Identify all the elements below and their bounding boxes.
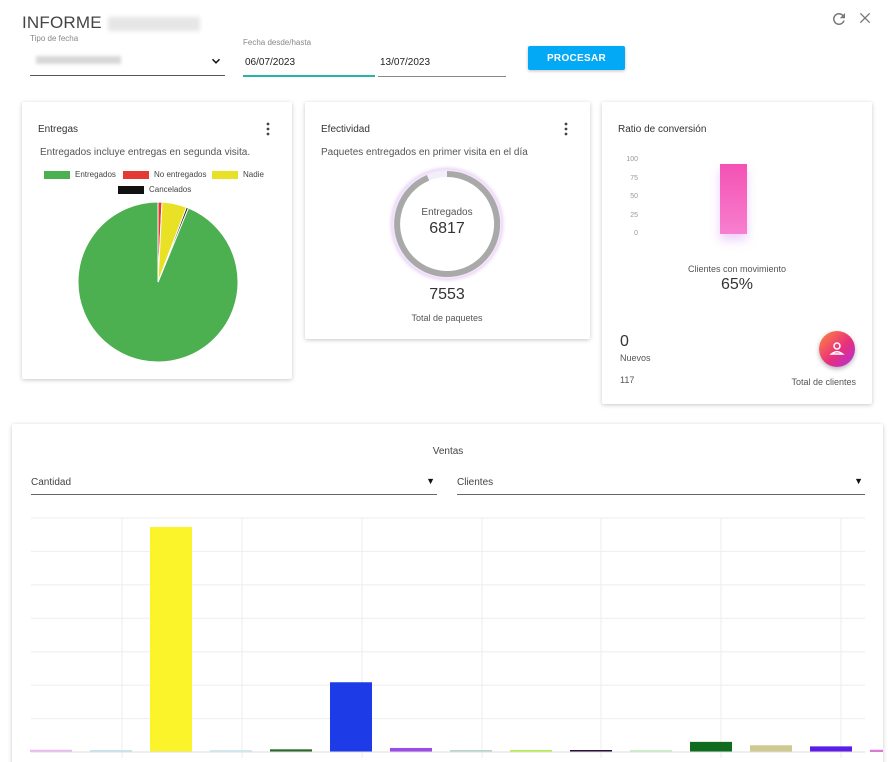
ventas-metric-select[interactable]: Cantidad ▼ bbox=[31, 471, 437, 495]
legend-swatch-cancelados bbox=[118, 185, 144, 194]
ventas-bar[interactable] bbox=[30, 749, 72, 752]
legend-item-entregados[interactable]: Entregados bbox=[44, 170, 116, 179]
more-vert-icon[interactable] bbox=[560, 122, 572, 136]
redacted-title bbox=[107, 16, 200, 31]
refresh-icon[interactable] bbox=[830, 10, 848, 28]
tipo-fecha-value bbox=[36, 56, 121, 64]
efectividad-title: Efectividad bbox=[321, 124, 370, 135]
efectividad-card: Efectividad Paquetes entregados en prime… bbox=[305, 102, 590, 339]
efectividad-ring bbox=[387, 164, 507, 284]
ventas-bar[interactable] bbox=[150, 527, 192, 752]
entregas-pie-chart bbox=[77, 201, 239, 363]
ventas-bar[interactable] bbox=[90, 750, 132, 752]
chevron-down-icon bbox=[211, 58, 221, 64]
ring-label: Entregados bbox=[421, 207, 473, 218]
person-icon bbox=[829, 342, 845, 355]
nuevos-label: Nuevos bbox=[620, 353, 651, 363]
ventas-bar[interactable] bbox=[570, 750, 612, 752]
y-tick-label: 50 bbox=[630, 193, 638, 200]
ventas-bar[interactable] bbox=[750, 745, 792, 752]
ventas-bar[interactable] bbox=[810, 746, 852, 752]
ventas-title: Ventas bbox=[432, 446, 464, 457]
fecha-label: Fecha desde/hasta bbox=[243, 38, 312, 47]
caret-down-icon: ▼ bbox=[854, 476, 863, 486]
ventas-bar-chart bbox=[30, 517, 883, 758]
ventas-bar[interactable] bbox=[690, 741, 732, 752]
total-clientes-value: 117 bbox=[620, 375, 635, 385]
ventas-metric-value: Cantidad bbox=[31, 477, 72, 488]
nuevos-value: 0 bbox=[620, 333, 629, 350]
fecha-hasta-input[interactable]: 13/07/2023 bbox=[378, 48, 506, 77]
legend-item-no-entregados[interactable]: No entregados bbox=[123, 170, 206, 179]
fecha-desde-input[interactable]: 06/07/2023 bbox=[243, 48, 375, 77]
procesar-button[interactable]: PROCESAR bbox=[528, 46, 625, 70]
more-vert-icon[interactable] bbox=[262, 122, 274, 136]
ventas-bar[interactable] bbox=[510, 750, 552, 752]
y-tick-label: 100 bbox=[626, 156, 638, 163]
ventas-bar[interactable] bbox=[270, 749, 312, 752]
legend-label: No entregados bbox=[154, 170, 207, 179]
page-title-text: INFORME bbox=[22, 13, 102, 32]
page-title: INFORME bbox=[22, 13, 200, 33]
legend-label: Cancelados bbox=[149, 185, 192, 194]
conversion-percent: 65% bbox=[720, 276, 754, 293]
entregas-subtitle: Entregados incluye entregas en segunda v… bbox=[40, 147, 251, 158]
top-bar: INFORME bbox=[0, 0, 888, 40]
legend-item-cancelados[interactable]: Cancelados bbox=[118, 185, 191, 194]
fecha-desde-value: 06/07/2023 bbox=[245, 57, 296, 68]
fecha-hasta-value: 13/07/2023 bbox=[380, 57, 431, 68]
entregas-title: Entregas bbox=[38, 124, 79, 135]
caret-down-icon: ▼ bbox=[426, 476, 435, 486]
legend-item-nadie[interactable]: Nadie bbox=[212, 170, 264, 179]
pie-slice-cancelados[interactable] bbox=[157, 206, 190, 283]
ventas-group-select[interactable]: Clientes ▼ bbox=[457, 471, 865, 495]
y-tick-label: 75 bbox=[630, 174, 638, 182]
efectividad-subtitle: Paquetes entregados en primer visita en … bbox=[321, 147, 528, 158]
legend-swatch-nadie bbox=[212, 170, 238, 179]
ring-value: 6817 bbox=[429, 220, 465, 237]
y-tick-label: 0 bbox=[634, 230, 638, 237]
total-paquetes-value: 7553 bbox=[429, 286, 465, 303]
conversion-bar bbox=[720, 163, 747, 234]
ventas-bar[interactable] bbox=[630, 750, 672, 752]
legend-label: Entregados bbox=[75, 170, 116, 179]
tipo-fecha-label: Tipo de fecha bbox=[30, 34, 79, 43]
y-tick-label: 25 bbox=[630, 211, 638, 219]
legend-swatch-entregados bbox=[44, 170, 70, 179]
total-paquetes-label: Total de paquetes bbox=[411, 313, 483, 323]
ventas-bar[interactable] bbox=[390, 747, 432, 752]
clientes-fab-button[interactable] bbox=[819, 331, 855, 367]
close-icon[interactable] bbox=[857, 10, 873, 26]
ventas-bar[interactable] bbox=[330, 682, 372, 752]
total-clientes-label: Total de clientes bbox=[791, 377, 856, 387]
ventas-card: Ventas Cantidad ▼ Clientes ▼ bbox=[12, 424, 883, 762]
ventas-group-value: Clientes bbox=[457, 477, 494, 488]
legend-swatch-no-entregados bbox=[123, 170, 149, 179]
legend-label: Nadie bbox=[243, 170, 264, 179]
conversion-title: Ratio de conversión bbox=[618, 124, 707, 135]
ventas-bar[interactable] bbox=[450, 750, 492, 752]
ventas-bar[interactable] bbox=[210, 750, 252, 752]
ventas-bar[interactable] bbox=[870, 749, 883, 752]
tipo-fecha-select[interactable] bbox=[30, 48, 225, 76]
entregas-card: Entregas Entregados incluye entregas en … bbox=[22, 102, 292, 379]
conversion-bar-label: Clientes con movimiento bbox=[687, 264, 787, 274]
